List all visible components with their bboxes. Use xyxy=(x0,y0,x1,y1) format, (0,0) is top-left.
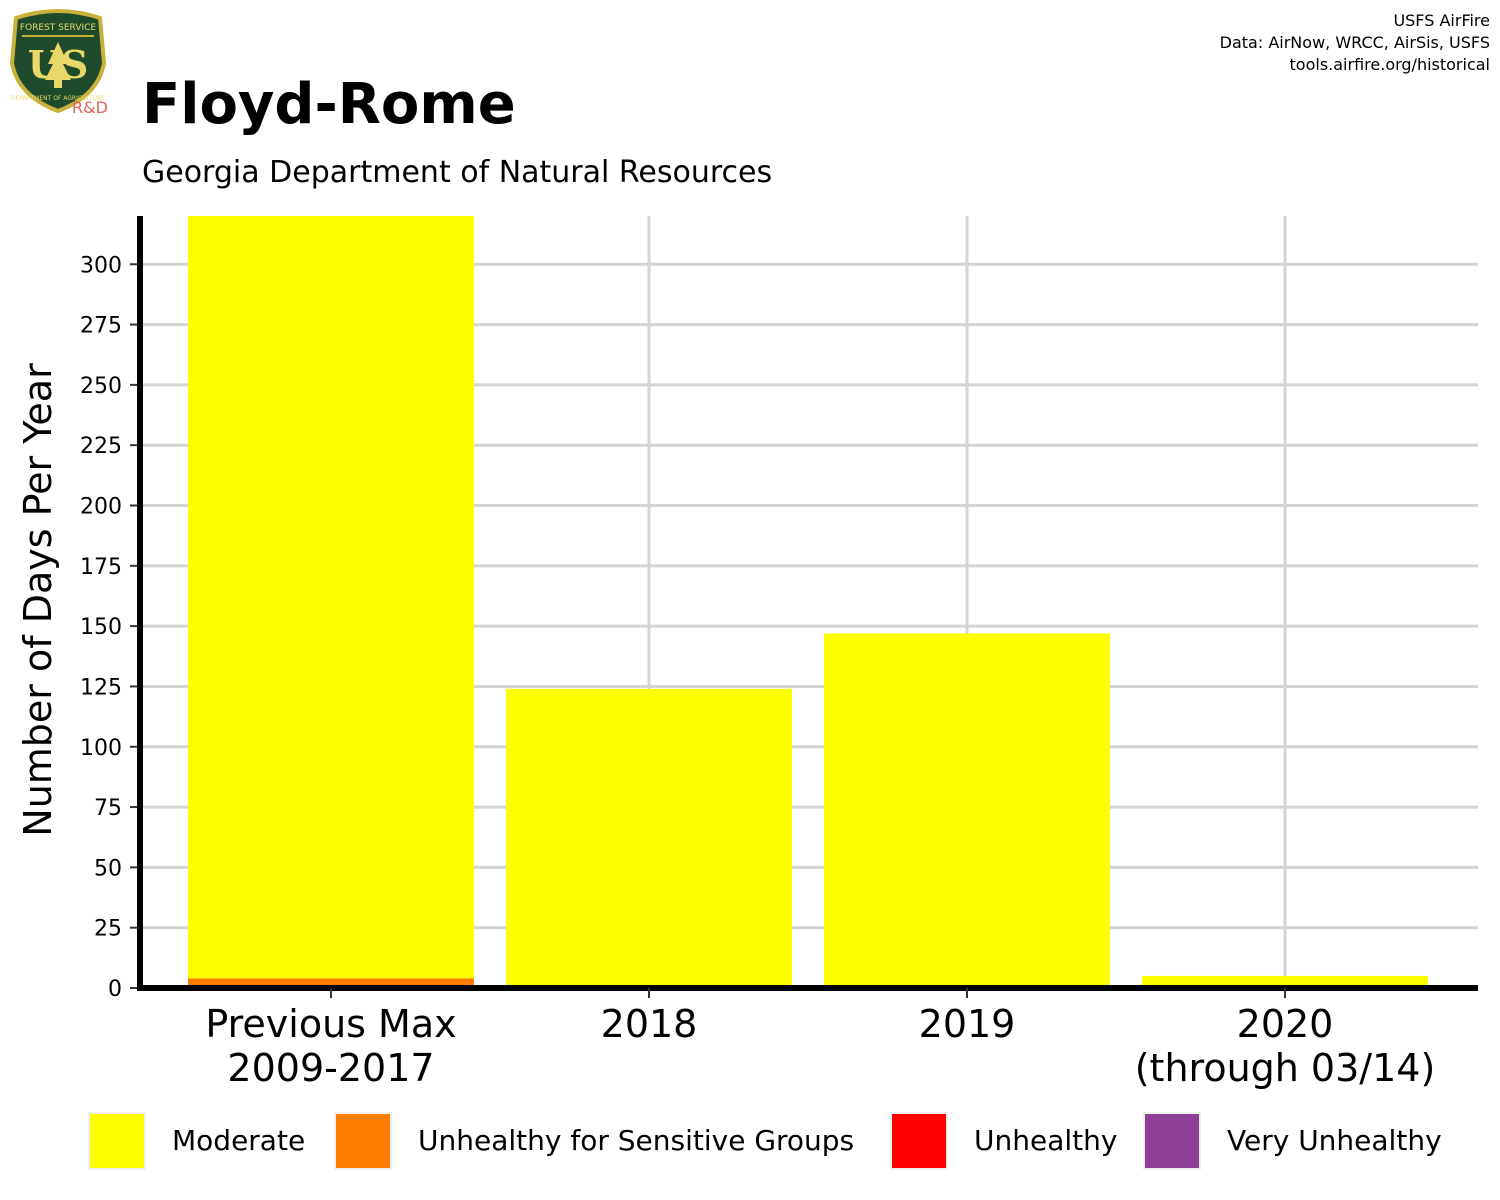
y-tick-label: 200 xyxy=(80,495,122,520)
x-tick-label: Previous Max 2009-2017 xyxy=(205,1002,457,1090)
y-tick-label: 25 xyxy=(94,917,122,942)
logo-rd: R&D xyxy=(72,98,108,117)
y-tick-label: 150 xyxy=(80,615,122,640)
y-tick-label: 300 xyxy=(80,253,122,278)
bar-segment-moderate xyxy=(506,688,792,988)
legend-swatch xyxy=(1143,1112,1201,1170)
y-tick-label: 275 xyxy=(80,314,122,339)
logo-text-bottom: DEPARTMENT OF AGRICULTURE xyxy=(11,95,105,102)
y-axis-label: Number of Days Per Year xyxy=(16,363,60,837)
x-tick-label: 2018 xyxy=(600,1002,698,1046)
y-tick-label: 175 xyxy=(80,555,122,580)
y-tick-label: 100 xyxy=(80,736,122,761)
axes: 0 25 50 75 100 125 150 175 200 225 250 275 300 xyxy=(80,216,1478,1002)
x-tick-label: 2020 (through 03/14) xyxy=(1134,1002,1436,1090)
tree-icon xyxy=(45,42,71,88)
x-tick-label: 2019 xyxy=(918,1002,1016,1046)
y-tick-label: 125 xyxy=(80,675,122,700)
y-tick-label: 250 xyxy=(80,374,122,399)
logo-text-top: FOREST SERVICE xyxy=(20,23,97,33)
legend-swatch xyxy=(88,1112,146,1170)
chart-title: Floyd-Rome xyxy=(142,72,516,137)
bar-segment-moderate xyxy=(824,633,1110,988)
y-tick-label: 75 xyxy=(94,796,122,821)
legend-swatch xyxy=(334,1112,392,1170)
legend-label: Unhealthy xyxy=(974,1124,1118,1157)
credit-line-1: USFS AirFire xyxy=(1393,11,1490,30)
legend-swatch xyxy=(890,1112,948,1170)
forest-service-logo: FOREST SERVICE US DEPARTMENT OF AGRICULT… xyxy=(9,9,107,113)
bar-segment-unhealthy-for-sensitive-groups xyxy=(188,978,474,988)
legend-label: Very Unhealthy xyxy=(1227,1124,1442,1157)
credit-line-3: tools.airfire.org/historical xyxy=(1289,55,1490,74)
chart-subtitle: Georgia Department of Natural Resources xyxy=(142,155,773,190)
legend-label: Unhealthy for Sensitive Groups xyxy=(418,1124,855,1157)
legend-label: Moderate xyxy=(172,1124,306,1157)
y-tick-label: 50 xyxy=(94,856,122,881)
y-tick-label: 225 xyxy=(80,434,122,459)
bars xyxy=(188,216,1428,988)
y-tick-label: 0 xyxy=(108,977,122,1002)
bar-segment-moderate xyxy=(1142,975,1428,988)
credit-line-2: Data: AirNow, WRCC, AirSis, USFS xyxy=(1219,33,1490,52)
bar-segment-moderate xyxy=(188,216,474,979)
